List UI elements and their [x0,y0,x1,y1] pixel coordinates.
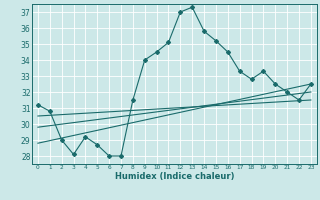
X-axis label: Humidex (Indice chaleur): Humidex (Indice chaleur) [115,172,234,181]
